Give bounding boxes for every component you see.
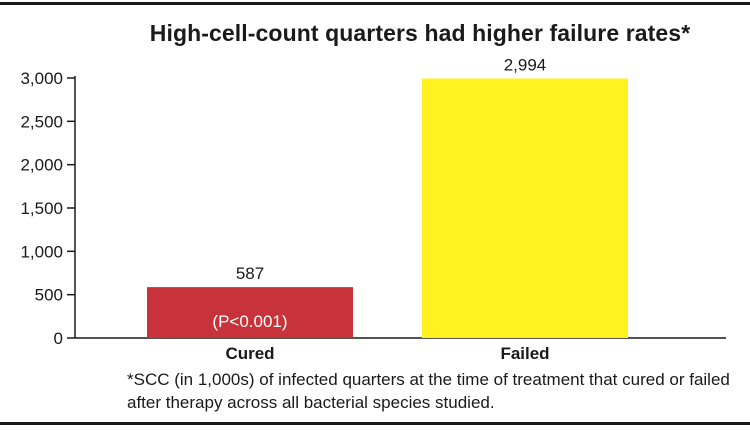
y-tick-label: 2,500 <box>20 112 63 131</box>
p-value-annotation: (P<0.001) <box>212 312 287 331</box>
bar-cured <box>147 287 353 338</box>
x-category-label: Cured <box>225 344 274 363</box>
bottom-rule <box>0 422 750 425</box>
y-tick-label: 1,000 <box>20 242 63 261</box>
top-rule <box>0 2 750 5</box>
bar-failed <box>422 78 628 339</box>
y-tick-label: 2,000 <box>20 156 63 175</box>
chart-footnote: *SCC (in 1,000s) of infected quarters at… <box>127 370 730 412</box>
y-tick-label: 3,000 <box>20 69 63 88</box>
chart-title: High-cell-count quarters had higher fail… <box>149 20 691 46</box>
y-tick-label: 500 <box>35 286 63 305</box>
bar-value-label: 2,994 <box>504 56 547 75</box>
bar-value-label: 587 <box>236 264 264 283</box>
y-tick-label: 0 <box>54 329 63 348</box>
x-category-label: Failed <box>500 344 549 363</box>
y-tick-label: 1,500 <box>20 199 63 218</box>
